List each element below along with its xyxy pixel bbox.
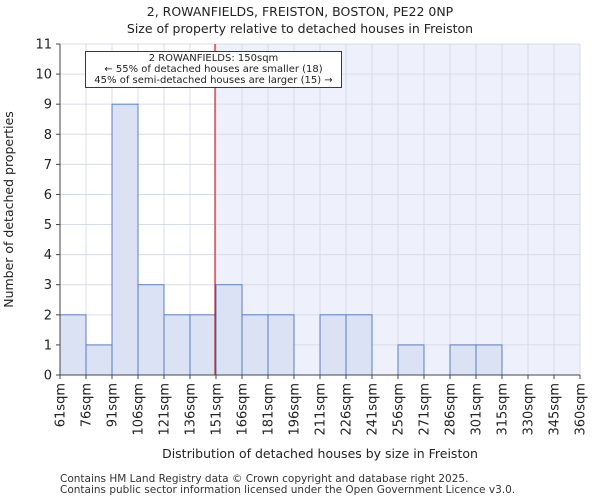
- y-tick-label: 5: [44, 218, 52, 233]
- x-tick-label: 166sqm: [236, 383, 251, 436]
- annotation-line-1: 2 ROWANFIELDS: 150sqm: [148, 53, 279, 64]
- x-tick-label: 226sqm: [340, 383, 355, 436]
- x-tick-label: 315sqm: [496, 383, 511, 436]
- y-tick-label: 7: [44, 158, 52, 173]
- x-tick-label: 91sqm: [106, 383, 121, 427]
- bar: [345, 314, 373, 376]
- bar: [449, 344, 477, 376]
- y-axis-title: Number of detached properties: [1, 111, 16, 308]
- x-tick-label: 136sqm: [184, 383, 199, 436]
- x-axis-title: Distribution of detached houses by size …: [162, 446, 478, 461]
- x-tick-label: 271sqm: [418, 383, 433, 436]
- x-tick-label: 241sqm: [366, 383, 381, 436]
- x-tick-label: 301sqm: [470, 383, 485, 436]
- bar: [85, 344, 113, 376]
- y-tick-label: 0: [44, 369, 52, 384]
- y-tick-label: 8: [44, 128, 52, 143]
- y-tick-label: 4: [44, 248, 52, 263]
- bar: [189, 314, 217, 376]
- x-tick-label: 181sqm: [262, 383, 277, 436]
- x-tick-label: 151sqm: [210, 383, 225, 436]
- footer-line-2: Contains public sector information licen…: [60, 484, 516, 496]
- x-tick-label: 196sqm: [288, 383, 303, 436]
- x-tick-label: 121sqm: [158, 383, 173, 436]
- y-tick-label: 6: [44, 188, 52, 203]
- bar: [59, 314, 87, 376]
- y-tick-label: 3: [44, 278, 52, 293]
- x-tick-label: 256sqm: [392, 383, 407, 436]
- bar: [241, 314, 269, 376]
- bar: [111, 103, 139, 376]
- y-tick-label: 2: [44, 308, 52, 323]
- y-tick-label: 9: [44, 98, 52, 113]
- bar: [267, 314, 295, 376]
- x-tick-label: 330sqm: [522, 383, 537, 436]
- x-tick-label: 106sqm: [132, 383, 147, 436]
- footer-line-1: Contains HM Land Registry data © Crown c…: [60, 473, 469, 485]
- y-tick-label: 10: [35, 68, 52, 83]
- bar: [215, 284, 243, 376]
- chart-subtitle: Size of property relative to detached ho…: [126, 21, 474, 36]
- annotation-line-3: 45% of semi-detached houses are larger (…: [94, 75, 333, 86]
- x-tick-label: 76sqm: [80, 383, 95, 427]
- chart-title: 2, ROWANFIELDS, FREISTON, BOSTON, PE22 0…: [146, 4, 454, 19]
- bar: [475, 344, 503, 376]
- x-tick-label: 286sqm: [444, 383, 459, 436]
- bar: [319, 314, 347, 376]
- y-tick-label: 11: [35, 38, 52, 53]
- x-tick-label: 61sqm: [54, 383, 69, 427]
- annotation-line-2: ← 55% of detached houses are smaller (18…: [104, 64, 323, 75]
- bar: [163, 314, 191, 376]
- y-tick-label: 1: [44, 338, 52, 353]
- bar: [397, 344, 425, 376]
- x-tick-label: 345sqm: [548, 383, 563, 436]
- annotation-box: 2 ROWANFIELDS: 150sqm ← 55% of detached …: [85, 51, 342, 88]
- x-tick-label: 360sqm: [574, 383, 589, 436]
- x-tick-label: 211sqm: [314, 383, 329, 436]
- bar: [137, 284, 165, 376]
